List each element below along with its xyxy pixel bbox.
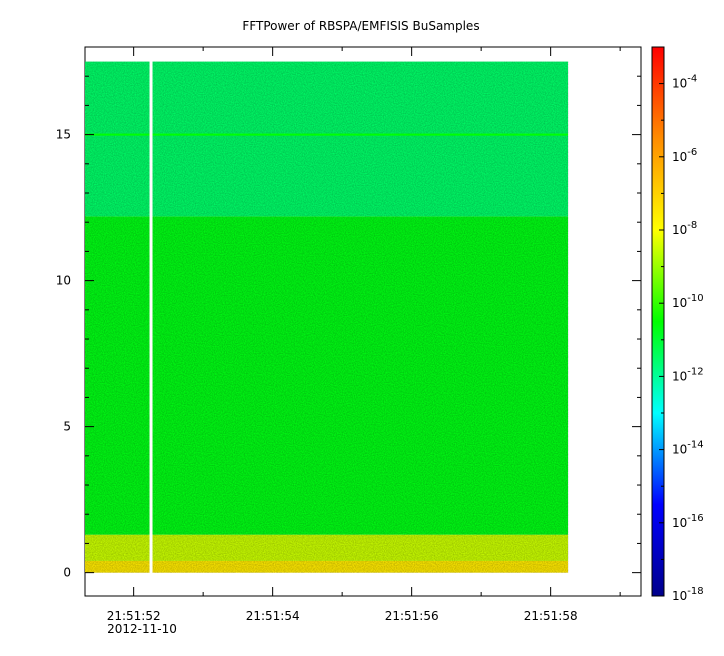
spectrogram-heatmap xyxy=(85,60,569,574)
y-tick-label: 0 xyxy=(63,566,71,580)
x-tick-label: 21:51:54 xyxy=(246,609,300,623)
colorbar-tick-label: 10-12 xyxy=(672,366,704,383)
x-axis-date-label: 2012-11-10 xyxy=(107,622,177,636)
colorbar-tick-label: 10-16 xyxy=(672,513,704,530)
colorbar-tick-label: 10-6 xyxy=(672,147,697,164)
x-axis: 21:51:52 21:51:54 21:51:56 21:51:58 xyxy=(107,47,621,623)
y-tick-label: 5 xyxy=(63,420,71,434)
chart-title: FFTPower of RBSPA/EMFISIS BuSamples xyxy=(242,19,479,33)
y-tick-label: 10 xyxy=(56,274,71,288)
x-tick-label: 21:51:56 xyxy=(385,609,439,623)
y-axis: 0 5 10 15 xyxy=(56,75,641,580)
x-tick-label: 21:51:52 xyxy=(107,609,161,623)
colorbar-tick-label: 10-10 xyxy=(672,293,704,310)
heatmap-noise-texture xyxy=(85,61,569,573)
colorbar-tick-label: 10-14 xyxy=(672,440,704,457)
colorbar-tick-label: 10-18 xyxy=(672,586,704,603)
colorbar xyxy=(651,46,665,597)
data-gap xyxy=(149,60,153,574)
y-tick-label: 15 xyxy=(56,128,71,142)
colorbar-tick-label: 10-4 xyxy=(672,74,697,91)
x-tick-label: 21:51:58 xyxy=(524,609,578,623)
colorbar-tick-label: 10-8 xyxy=(672,220,697,237)
colorbar-ticks: 10-4 10-6 10-8 10-10 10-12 10-14 10-16 10-18 xyxy=(659,46,704,603)
